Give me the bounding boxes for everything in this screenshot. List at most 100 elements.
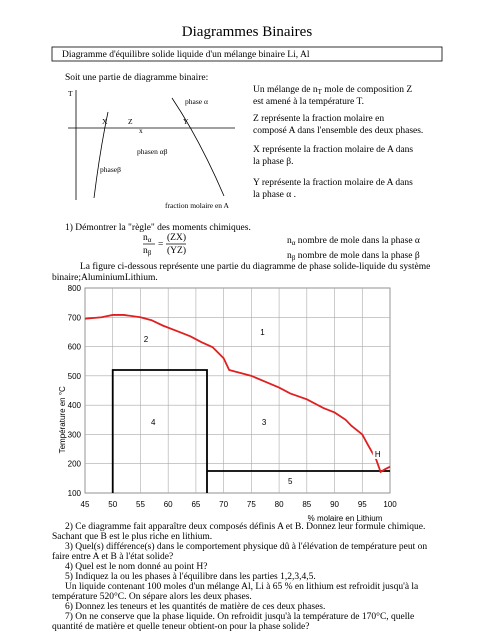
label-box bbox=[148, 416, 159, 428]
label-box bbox=[259, 416, 270, 428]
definition: nβ nombre de mole dans la phase β bbox=[287, 251, 420, 262]
label: phaseβ bbox=[100, 165, 121, 174]
subscript: T bbox=[318, 88, 323, 96]
region-label: 4 bbox=[151, 418, 156, 427]
label: X bbox=[102, 117, 108, 126]
y-tick-label: 300 bbox=[68, 430, 82, 439]
paragraph: La figure ci-dessous représente une part… bbox=[80, 261, 430, 272]
region-label: 5 bbox=[288, 477, 293, 486]
question: 1) Démontrer la "règle" des moments chim… bbox=[65, 222, 251, 233]
y-tick-label: 500 bbox=[68, 372, 82, 381]
x-tick-label: 85 bbox=[302, 500, 311, 509]
question-line: 3) Quel(s) différence(s) dans le comport… bbox=[65, 541, 427, 552]
region-label: H bbox=[375, 450, 381, 459]
y-tick-label: 400 bbox=[68, 401, 82, 410]
y-tick-label: 600 bbox=[68, 343, 82, 352]
text: nombre de mole dans la phase β bbox=[295, 251, 420, 261]
label: fraction molaire en A bbox=[165, 201, 230, 210]
question-line: 2) Ce diagramme fait apparaître deux com… bbox=[65, 521, 425, 532]
question-line: Sachant que B est le plus riche en lithi… bbox=[52, 532, 212, 542]
subscript: β bbox=[292, 254, 296, 262]
explanation: est amené à la température T. bbox=[253, 97, 364, 107]
y-tick-label: 700 bbox=[68, 313, 82, 322]
label: x bbox=[139, 126, 143, 135]
text: n bbox=[287, 236, 292, 246]
explanation: Y représente la fraction molaire de A da… bbox=[253, 177, 413, 188]
y-tick-label: 100 bbox=[68, 489, 82, 498]
x-tick-label: 95 bbox=[358, 500, 367, 509]
formula-part: (ZX) bbox=[167, 232, 186, 243]
definition: nα nombre de mole dans la phase α bbox=[287, 236, 420, 247]
explanation: X représente la fraction molaire de A da… bbox=[253, 144, 413, 155]
question-line: faire entre A et B à l'état solide? bbox=[52, 551, 173, 562]
formula: nα nβ = (ZX) (YZ) bbox=[143, 232, 186, 257]
label-box bbox=[285, 475, 296, 487]
x-tick-label: 50 bbox=[108, 500, 117, 509]
curve bbox=[171, 97, 225, 197]
x-tick-label: 70 bbox=[219, 500, 228, 509]
x-axis-label: % molaire en Lithium bbox=[308, 514, 383, 523]
text: nombre de mole dans la phase α bbox=[295, 236, 420, 246]
label-box bbox=[141, 333, 151, 345]
label: phasen αβ bbox=[137, 147, 168, 156]
label: Y bbox=[183, 117, 189, 126]
subscript: α bbox=[148, 236, 152, 244]
plot-area bbox=[84, 287, 391, 494]
question-line: 5) Indiquez la ou les phases à l'équilib… bbox=[65, 571, 316, 582]
question-line: 6) Donnez les teneurs et les quantités d… bbox=[65, 601, 325, 612]
explanation: la phase β. bbox=[253, 157, 293, 167]
x-tick-label: 60 bbox=[164, 500, 173, 509]
text: mole de composition Z bbox=[322, 85, 412, 95]
x-tick-label: 80 bbox=[275, 500, 284, 509]
phase-boundary bbox=[111, 369, 208, 493]
question-line: Un liquide contenant 100 moles d'un méla… bbox=[65, 581, 419, 592]
question-line: quantité de matière et quelle teneur obt… bbox=[52, 622, 309, 632]
x-tick-label: 65 bbox=[191, 500, 200, 509]
formula-part: nβ bbox=[143, 246, 152, 257]
subscript: α bbox=[292, 239, 296, 247]
y-tick-label: 800 bbox=[68, 284, 82, 293]
explanation: Un mélange de nT mole de composition Z bbox=[253, 85, 412, 96]
label: phase α bbox=[185, 97, 208, 106]
question-line: température 520°C. On sépare alors les d… bbox=[52, 591, 252, 602]
text: n bbox=[143, 246, 148, 256]
curve bbox=[93, 111, 109, 199]
title: Diagrammes Binaires bbox=[182, 24, 313, 40]
text: Un mélange de n bbox=[253, 85, 318, 95]
subscript: β bbox=[148, 249, 152, 257]
subtitle: Diagramme d'équilibre solide liquide d'u… bbox=[62, 50, 310, 60]
formula-part: = bbox=[158, 240, 163, 250]
x-tick-label: 75 bbox=[247, 500, 256, 509]
label-box bbox=[257, 326, 268, 338]
x-tick-label: 45 bbox=[81, 500, 90, 509]
formula-part: nα bbox=[143, 233, 152, 244]
x-tick-label: 55 bbox=[136, 500, 145, 509]
curve bbox=[84, 314, 391, 474]
text: n bbox=[143, 233, 148, 243]
subtitle-box bbox=[51, 46, 443, 62]
explanation: composé A dans l'ensemble des deux phase… bbox=[253, 126, 423, 136]
question-line: 4) Quel est le nom donné au point H? bbox=[65, 561, 207, 572]
question-line: 7) On ne conserve que la phase liquide. … bbox=[65, 611, 414, 622]
y-tick-label: 200 bbox=[68, 460, 82, 469]
explanation: la phase α . bbox=[253, 190, 296, 200]
explanation: Z représente la fraction molaire en bbox=[253, 113, 384, 124]
region-label: 1 bbox=[260, 328, 265, 337]
questions: 2) Ce diagramme fait apparaître deux com… bbox=[52, 521, 427, 632]
text: n bbox=[287, 251, 292, 261]
x-tick-label: 90 bbox=[330, 500, 339, 509]
label-box bbox=[372, 447, 383, 459]
x-tick-label: 100 bbox=[383, 500, 397, 509]
formula-part: (YZ) bbox=[167, 245, 186, 256]
region-label: 2 bbox=[144, 335, 149, 344]
region-label: 3 bbox=[262, 418, 267, 427]
label: Z bbox=[128, 117, 133, 126]
paragraph: binaire;AluminiumLithium. bbox=[52, 273, 158, 283]
y-axis-label: Température en °C bbox=[58, 386, 67, 453]
intro: Soit une partie de diagramme binaire: bbox=[65, 73, 208, 83]
label: T bbox=[68, 89, 73, 98]
